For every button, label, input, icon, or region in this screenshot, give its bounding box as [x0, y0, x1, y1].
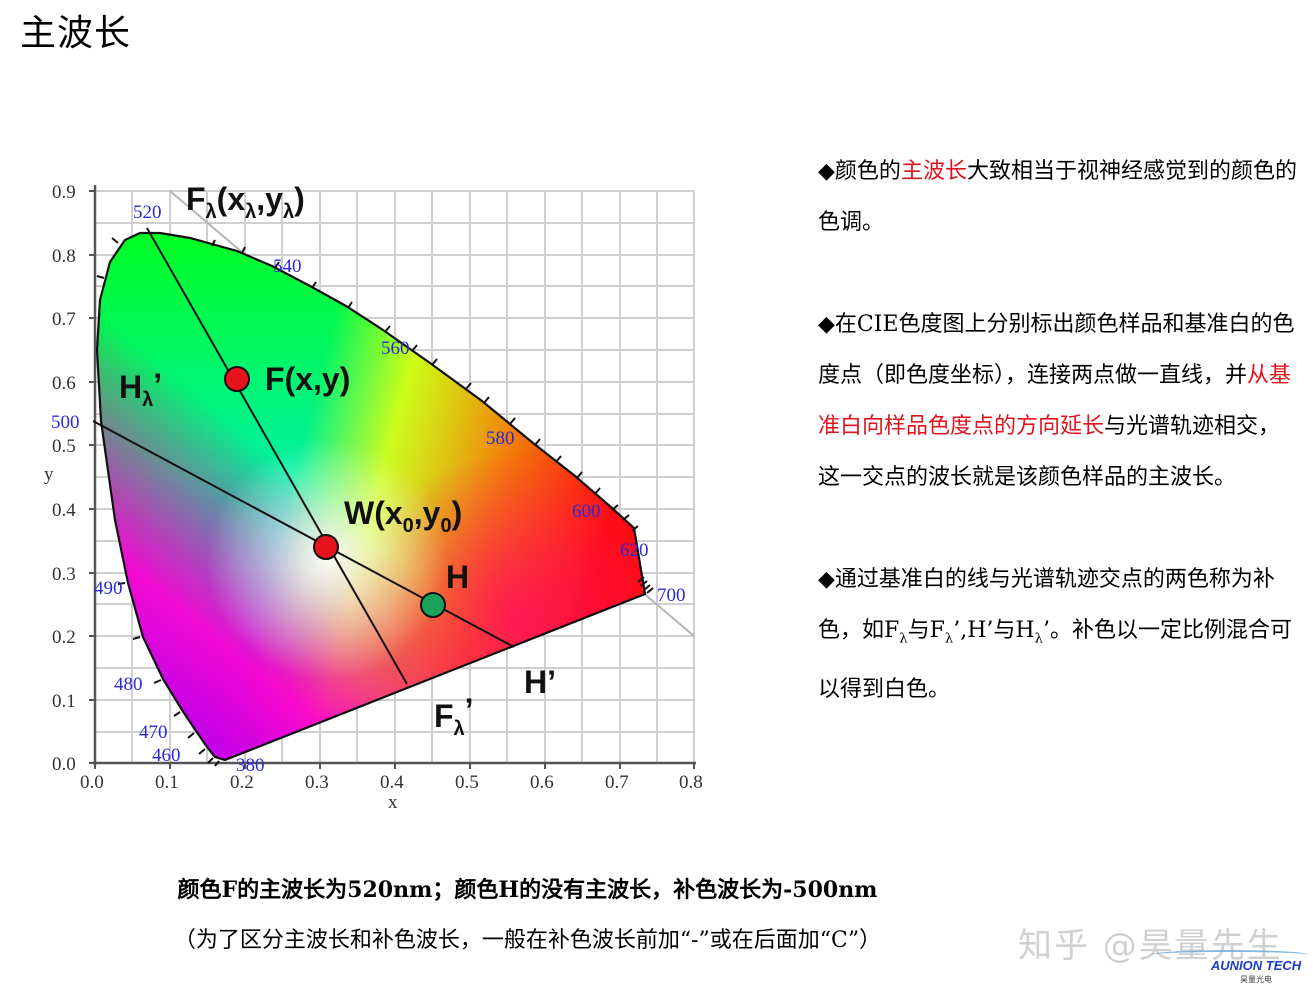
svg-text:0.2: 0.2 [52, 627, 76, 648]
point-h [420, 592, 446, 618]
label-f-xy: F(x,y) [265, 361, 350, 397]
svg-text:0.5: 0.5 [52, 436, 76, 457]
svg-text:0.0: 0.0 [80, 772, 104, 793]
svg-text:0.7: 0.7 [52, 309, 76, 330]
locus-ticks [96, 237, 654, 767]
label-h-prime: H’ [524, 664, 556, 700]
svg-text:0.3: 0.3 [52, 564, 76, 585]
f-dominant-line [146, 227, 408, 685]
svg-text:520: 520 [133, 202, 162, 223]
svg-text:0.3: 0.3 [305, 772, 329, 793]
svg-text:500: 500 [51, 412, 80, 433]
point-f [224, 366, 250, 392]
point-w-white [313, 534, 339, 560]
label-f-lambda: Fλ(xλ,yλ) [186, 181, 305, 223]
svg-text:470: 470 [139, 722, 168, 743]
x-axis-ticks: 0.0 0.1 0.2 0.3 0.4 0.5 0.6 0.7 0.8 [80, 772, 703, 793]
svg-text:480: 480 [114, 674, 143, 695]
svg-text:540: 540 [273, 256, 302, 277]
logo-swoosh-icon [1150, 950, 1310, 960]
aunion-tech-logo: AUNION TECH 昊量光电 [1210, 958, 1302, 984]
result-note: 颜色F的主波长为520nm；颜色H的没有主波长，补色波长为-500nm [177, 877, 878, 903]
convention-note: （为了区分主波长和补色波长，一般在补色波长前加“-”或在后面加“C”） [173, 928, 882, 953]
svg-text:700: 700 [657, 585, 686, 606]
cie-chromaticity-chart: 0.9 0.8 0.7 0.6 0.5 0.4 0.3 0.2 0.1 0.0 … [44, 181, 703, 813]
svg-text:580: 580 [486, 428, 515, 449]
x-axis-label: x [388, 792, 398, 813]
y-axis-ticks: 0.9 0.8 0.7 0.6 0.5 0.4 0.3 0.2 0.1 0.0 [52, 182, 76, 775]
svg-text:0.9: 0.9 [52, 182, 76, 203]
svg-text:0.8: 0.8 [52, 246, 76, 267]
svg-text:460: 460 [152, 745, 181, 766]
svg-text:620: 620 [620, 540, 649, 561]
svg-text:0.4: 0.4 [380, 772, 404, 793]
svg-text:0.1: 0.1 [52, 691, 76, 712]
explanation-panel: ◆颜色的主波长大致相当于视神经感觉到的颜色的色调。 ◆在CIE色度图上分别标出颜… [818, 146, 1298, 715]
svg-text:0.8: 0.8 [679, 772, 703, 793]
wavelength-labels: 520 540 560 580 600 620 700 500 490 480 … [51, 202, 686, 776]
svg-text:0.6: 0.6 [530, 772, 554, 793]
svg-text:0.5: 0.5 [455, 772, 479, 793]
svg-text:0.7: 0.7 [605, 772, 629, 793]
svg-text:0.6: 0.6 [52, 373, 76, 394]
svg-text:600: 600 [572, 501, 601, 522]
svg-text:490: 490 [94, 578, 123, 599]
label-h: H [446, 559, 469, 595]
y-axis-label: y [44, 464, 54, 485]
bullet-dominant-wavelength: ◆颜色的主波长大致相当于视神经感觉到的颜色的色调。 [818, 159, 1297, 235]
svg-text:0.1: 0.1 [155, 772, 179, 793]
svg-text:560: 560 [381, 338, 410, 359]
page-title: 主波长 [20, 13, 132, 54]
svg-text:380: 380 [236, 755, 265, 776]
svg-text:0.2: 0.2 [230, 772, 254, 793]
svg-text:0.4: 0.4 [52, 500, 76, 521]
svg-text:0.0: 0.0 [52, 754, 76, 775]
bullet-cie-method: ◆在CIE色度图上分别标出颜色样品和基准白的色度点（即色度坐标），连接两点做一直… [818, 312, 1295, 490]
bullet-complementary: ◆通过基准白的线与光谱轨迹交点的两色称为补色，如Fλ与Fλ’,H’与Hλ’。补色… [818, 567, 1292, 703]
